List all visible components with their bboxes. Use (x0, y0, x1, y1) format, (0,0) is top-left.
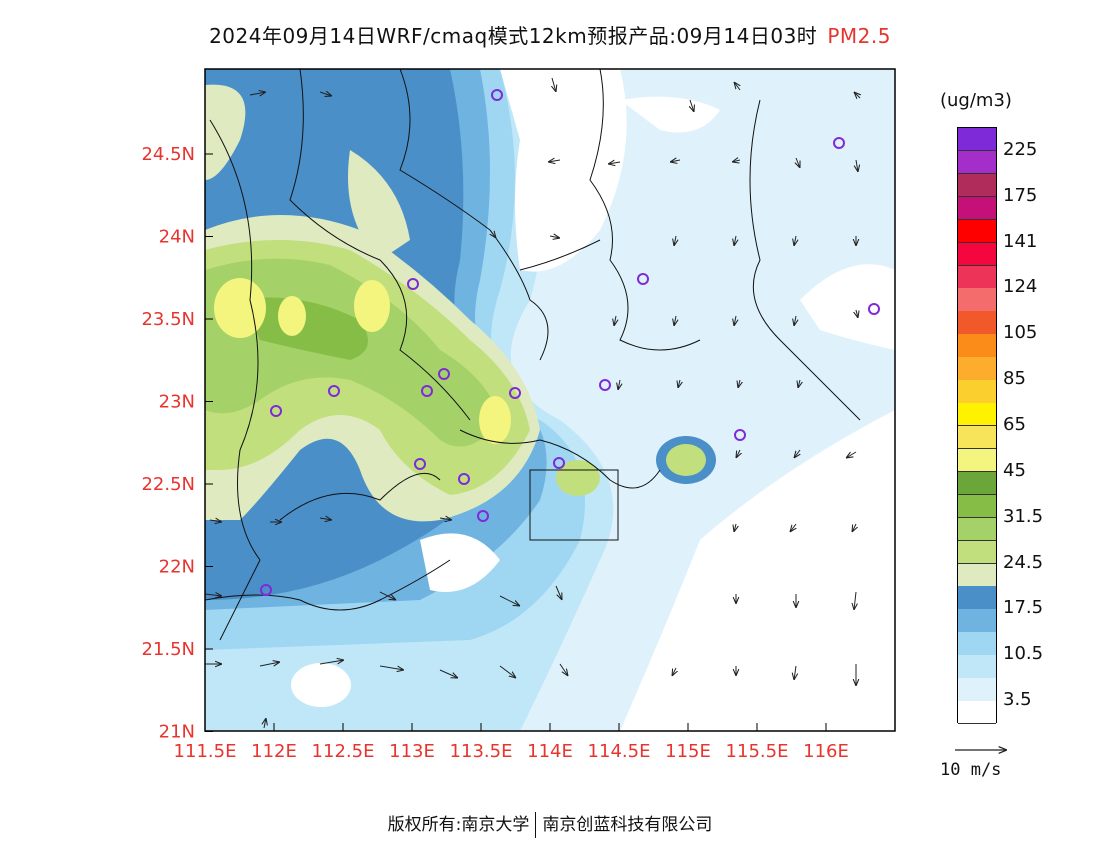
legend-swatch (958, 609, 996, 633)
station-marker (599, 379, 611, 391)
wind-scale-label: 10 m/s (940, 760, 1002, 780)
lon-tick-label: 111.5E (174, 741, 237, 762)
legend-unit: (ug/m3) (940, 90, 1012, 111)
legend-label: 31.5 (1003, 505, 1044, 527)
legend-swatch (958, 494, 996, 519)
lat-tick-label: 24N (159, 227, 195, 248)
station-marker (414, 458, 426, 470)
legend-swatch (958, 517, 996, 542)
lat-tick-label: 22N (159, 557, 195, 578)
legend-swatch (958, 150, 996, 175)
lat-tick-label: 22.5N (141, 474, 195, 495)
legend-label: 3.5 (1003, 689, 1032, 711)
legend-label: 10.5 (1003, 643, 1044, 665)
legend-swatch (958, 334, 996, 358)
legend-swatch (958, 540, 996, 565)
station-marker (438, 368, 450, 380)
lon-tick-label: 112E (251, 741, 297, 762)
title-pollutant: PM2.5 (827, 24, 891, 48)
legend-label: 24.5 (1003, 551, 1044, 573)
lat-tick-label: 21.5N (141, 639, 195, 660)
lon-tick-label: 115.5E (726, 741, 789, 762)
monitoring-stations (260, 89, 880, 596)
footer-left: 版权所有:南京大学 (387, 815, 530, 835)
legend-swatch (958, 357, 996, 381)
legend-label: 65 (1003, 414, 1026, 435)
color-legend (957, 127, 997, 725)
station-marker (328, 385, 340, 397)
lon-tick-label: 114.5E (588, 741, 651, 762)
legend-label: 105 (1003, 322, 1038, 344)
wind-vectors (205, 77, 860, 729)
legend-swatch (958, 380, 996, 404)
legend-swatch (958, 426, 996, 450)
legend-label: 225 (1003, 138, 1038, 160)
station-marker (509, 387, 521, 399)
lon-tick-label: 112.5E (312, 741, 375, 762)
legend-swatch (958, 288, 996, 312)
lon-tick-label: 115E (665, 741, 711, 762)
legend-swatch (958, 265, 996, 289)
station-marker (734, 429, 746, 441)
station-marker (477, 510, 489, 522)
legend-swatch (958, 655, 996, 679)
legend-label: 175 (1003, 184, 1038, 206)
station-marker (421, 385, 433, 397)
wind-scale-arrow (955, 740, 1007, 760)
legend-swatch (958, 196, 996, 221)
lon-tick-label: 113E (389, 741, 435, 762)
legend-label: 141 (1003, 230, 1038, 252)
legend-swatch (958, 128, 996, 152)
station-marker (270, 405, 282, 417)
legend-label: 17.5 (1003, 597, 1044, 619)
title-main: 2024年09月14日WRF/cmaq模式12km预报产品:09月14日03时 (209, 24, 818, 48)
station-marker (407, 278, 419, 290)
station-marker (868, 303, 880, 315)
lon-tick-label: 116E (803, 741, 849, 762)
legend-label: 45 (1003, 459, 1026, 481)
station-marker (833, 137, 845, 149)
legend-label: 124 (1003, 276, 1038, 298)
station-marker (637, 273, 649, 285)
lat-tick-label: 23N (159, 392, 195, 413)
lat-tick-label: 23.5N (141, 309, 195, 330)
legend-swatch (958, 219, 996, 244)
legend-label: 85 (1003, 368, 1026, 390)
lat-tick-label: 24.5N (141, 144, 195, 165)
legend-swatch (958, 563, 996, 587)
legend-swatch (958, 471, 996, 496)
lat-tick-label: 21N (159, 722, 195, 743)
station-marker (553, 457, 565, 469)
lon-tick-label: 113.5E (450, 741, 513, 762)
station-marker (491, 89, 503, 101)
boundary-lines (205, 69, 861, 641)
station-marker (458, 473, 470, 485)
legend-swatch (958, 242, 996, 267)
station-marker (260, 584, 272, 596)
legend-swatch (958, 701, 996, 725)
lon-tick-label: 114E (527, 741, 573, 762)
chart-title: 2024年09月14日WRF/cmaq模式12km预报产品:09月14日03时 P… (0, 20, 1100, 49)
legend-swatch (958, 403, 996, 427)
legend-swatch (958, 311, 996, 335)
copyright-footer: 版权所有:南京大学 南京创蓝科技有限公司 (0, 810, 1100, 838)
axis-ticks: 111.5E 112E 112.5E 113E 113.5E 114E 114.5E 115E… (141, 144, 848, 762)
legend-swatch (958, 632, 996, 656)
legend-swatch (958, 173, 996, 198)
concentration-field (205, 69, 895, 731)
legend-swatch (958, 448, 996, 473)
footer-right: 南京创蓝科技有限公司 (542, 815, 713, 835)
legend-swatch (958, 586, 996, 610)
legend-swatch (958, 678, 996, 702)
